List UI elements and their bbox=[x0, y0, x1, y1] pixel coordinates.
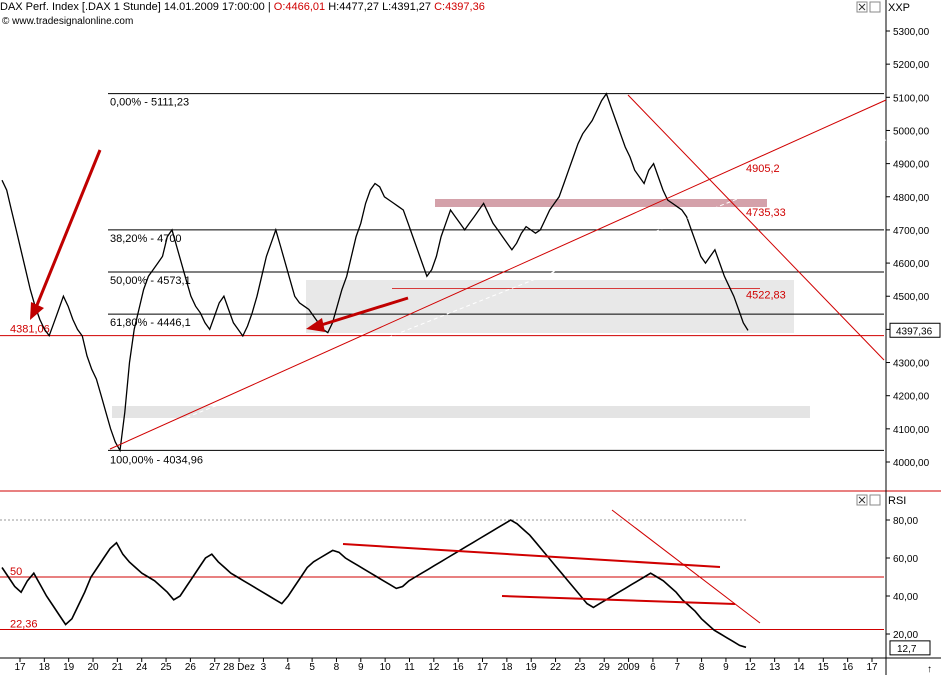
time-tick-label: 7 bbox=[674, 662, 680, 673]
arrow-left-head bbox=[30, 302, 44, 320]
price-tick-label: 4200,00 bbox=[893, 392, 930, 403]
time-tick-label: 20 bbox=[87, 662, 99, 673]
rsi-lower-trendline bbox=[501, 595, 736, 605]
resistance-zone bbox=[435, 199, 767, 207]
time-tick-label: 14 bbox=[793, 662, 805, 673]
time-tick-label: 2009 bbox=[617, 662, 640, 673]
chart-header: DAX Perf. Index [.DAX 1 Stunde] 14.01.20… bbox=[0, 1, 485, 13]
time-tick-label: 17 bbox=[14, 662, 26, 673]
time-tick-label: 9 bbox=[358, 662, 364, 673]
ohlc-open: O:4466,01 bbox=[273, 1, 326, 13]
fib-label: 50,00% - 4573,1 bbox=[110, 275, 191, 287]
fib-label: 38,20% - 4700 bbox=[110, 233, 182, 245]
fib-label: 100,00% - 4034,96 bbox=[110, 454, 203, 466]
arrow-left bbox=[33, 149, 102, 311]
fib-label: 0,00% - 5111,23 bbox=[110, 97, 189, 109]
price-tick-label: 5000,00 bbox=[893, 126, 930, 137]
price-annotation: 4381,06 bbox=[10, 324, 50, 336]
price-tick-label: 4800,00 bbox=[893, 193, 930, 204]
rsi-tick-label: 80,00 bbox=[893, 516, 918, 527]
price-annotation: 4735,33 bbox=[746, 207, 786, 219]
scroll-up-icon[interactable]: ↑ bbox=[927, 664, 932, 675]
last-price-box bbox=[889, 322, 941, 338]
time-tick-label: 29 bbox=[599, 662, 611, 673]
time-tick-label: 8 bbox=[699, 662, 705, 673]
time-tick-label: 5 bbox=[309, 662, 315, 673]
rsi-tick-label: 60,00 bbox=[893, 554, 918, 565]
price-tick-label: 4900,00 bbox=[893, 160, 930, 171]
price-tick-label: 5100,00 bbox=[893, 93, 930, 104]
time-tick-label: 19 bbox=[63, 662, 75, 673]
time-tick-label: 28 Dez bbox=[223, 662, 255, 673]
ohlc-low: L:4391,27 bbox=[382, 1, 431, 13]
main-panel-toolbar: XXP bbox=[856, 1, 910, 14]
ohlc-close: C:4397,36 bbox=[434, 1, 485, 13]
time-tick-label: 16 bbox=[842, 662, 854, 673]
ohlc-high: H:4477,27 bbox=[328, 1, 379, 13]
time-tick-label: 26 bbox=[185, 662, 197, 673]
time-tick-label: 27 bbox=[209, 662, 221, 673]
price-annotation: 4905,2 bbox=[746, 163, 780, 175]
time-tick-label: 18 bbox=[39, 662, 51, 673]
price-tick-label: 4700,00 bbox=[893, 226, 930, 237]
price-tick-label: 5200,00 bbox=[893, 60, 930, 71]
price-tick-label: 5300,00 bbox=[893, 27, 930, 38]
chart-title: DAX Perf. Index [.DAX 1 Stunde] bbox=[0, 1, 161, 13]
time-tick-label: 9 bbox=[723, 662, 729, 673]
rsi-series-line bbox=[1, 519, 747, 649]
time-tick-label: 24 bbox=[136, 662, 148, 673]
rsi-level-label: 50 bbox=[10, 566, 22, 578]
resistance-trendline bbox=[627, 94, 885, 361]
time-tick-label: 15 bbox=[818, 662, 830, 673]
price-tick-label: 4600,00 bbox=[893, 259, 930, 270]
arrow-middle bbox=[317, 296, 409, 328]
time-tick-label: 10 bbox=[380, 662, 392, 673]
rsi-level-label: 22,36 bbox=[10, 619, 38, 631]
watermark: © www.tradesignalonline.com bbox=[2, 16, 134, 27]
support-trendline bbox=[109, 99, 887, 450]
last-price-label: 4397,36 bbox=[896, 326, 933, 337]
price-tick-label: 4000,00 bbox=[893, 458, 930, 469]
rsi-down-trendline bbox=[611, 509, 761, 624]
dashed-trendline bbox=[179, 139, 887, 421]
time-tick-label: 12 bbox=[745, 662, 757, 673]
price-tick-label: 4500,00 bbox=[893, 292, 930, 303]
rsi-upper-trendline bbox=[342, 543, 721, 568]
price-tick-label: 4100,00 bbox=[893, 425, 930, 436]
time-tick-label: 6 bbox=[650, 662, 656, 673]
rsi-maximize-icon[interactable] bbox=[869, 494, 881, 506]
time-tick-label: 25 bbox=[160, 662, 172, 673]
rsi-tick-label: 20,00 bbox=[893, 630, 918, 641]
time-tick-label: 4 bbox=[285, 662, 291, 673]
rsi-tick-label: 40,00 bbox=[893, 592, 918, 603]
maximize-icon[interactable] bbox=[869, 1, 881, 13]
price-tick-label: 4300,00 bbox=[893, 359, 930, 370]
price-annotation: 4522,83 bbox=[746, 290, 786, 302]
time-tick-label: 19 bbox=[526, 662, 538, 673]
time-tick-label: 18 bbox=[501, 662, 513, 673]
time-tick-label: 12 bbox=[428, 662, 440, 673]
time-tick-label: 13 bbox=[769, 662, 781, 673]
time-tick-label: 8 bbox=[334, 662, 340, 673]
time-tick-label: 11 bbox=[404, 662, 415, 673]
rsi-last-label: 12,7 bbox=[897, 644, 917, 655]
time-tick-label: 3 bbox=[261, 662, 267, 673]
time-tick-label: 16 bbox=[453, 662, 465, 673]
grey-zone-lower bbox=[112, 406, 810, 418]
chart-datetime: 14.01.2009 17:00:00 bbox=[163, 1, 265, 13]
time-tick-label: 17 bbox=[866, 662, 878, 673]
rsi-panel-toolbar: RSI bbox=[856, 494, 906, 507]
rsi-title: RSI bbox=[888, 495, 906, 507]
fib-label: 61,80% - 4446,1 bbox=[110, 317, 191, 329]
time-tick-label: 23 bbox=[574, 662, 586, 673]
arrow-middle-head bbox=[306, 318, 325, 332]
time-tick-label: 17 bbox=[477, 662, 489, 673]
time-tick-label: 22 bbox=[550, 662, 562, 673]
exchange-label: XXP bbox=[888, 2, 910, 14]
price-series-line bbox=[1, 92, 749, 453]
time-tick-label: 21 bbox=[112, 662, 124, 673]
rsi-last-box bbox=[889, 640, 931, 656]
